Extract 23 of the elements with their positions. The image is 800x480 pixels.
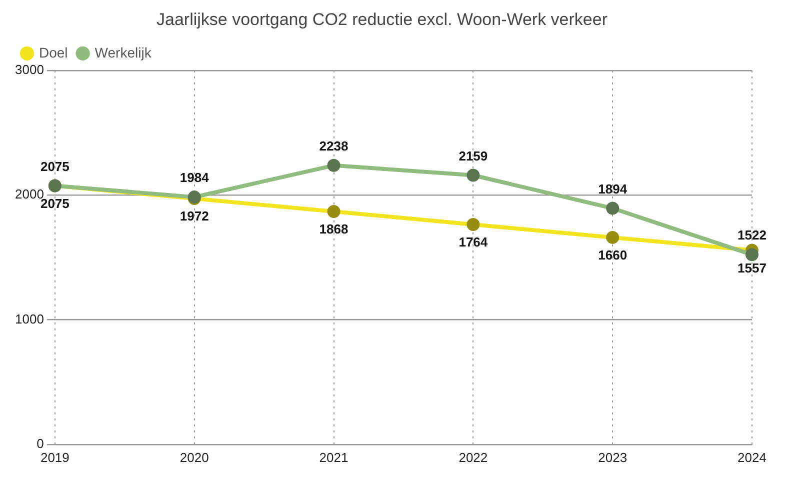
data-label: 1660: [598, 248, 628, 263]
y-tick-label: 0: [36, 436, 44, 451]
data-label: 2075: [40, 158, 70, 174]
y-tick-label: 3000: [15, 62, 44, 77]
data-label: 1764: [458, 234, 488, 250]
x-tick-label: 2021: [319, 450, 348, 465]
legend-label: Doel: [39, 44, 68, 60]
data-label: 1557: [738, 260, 766, 276]
chart-title: Jaarlijkse voortgang CO2 reductie excl. Woon-Werk verkeer: [156, 10, 608, 29]
x-tick-label: 2023: [598, 450, 628, 465]
data-label: 1984: [180, 170, 210, 186]
data-label: 1894: [598, 181, 628, 196]
data-label: 1972: [180, 208, 209, 224]
data-label: 2238: [319, 138, 348, 154]
y-tick-label: 1000: [15, 311, 44, 326]
x-tick-label: 2024: [738, 450, 766, 465]
data-label: 2159: [458, 148, 488, 164]
legend-label: Werkelijk: [94, 44, 152, 60]
x-tick-label: 2022: [458, 450, 488, 465]
data-label: 1868: [319, 222, 348, 237]
x-tick-label: 2020: [180, 450, 209, 465]
data-label: 1522: [738, 228, 766, 243]
x-tick-label: 2019: [40, 450, 70, 465]
